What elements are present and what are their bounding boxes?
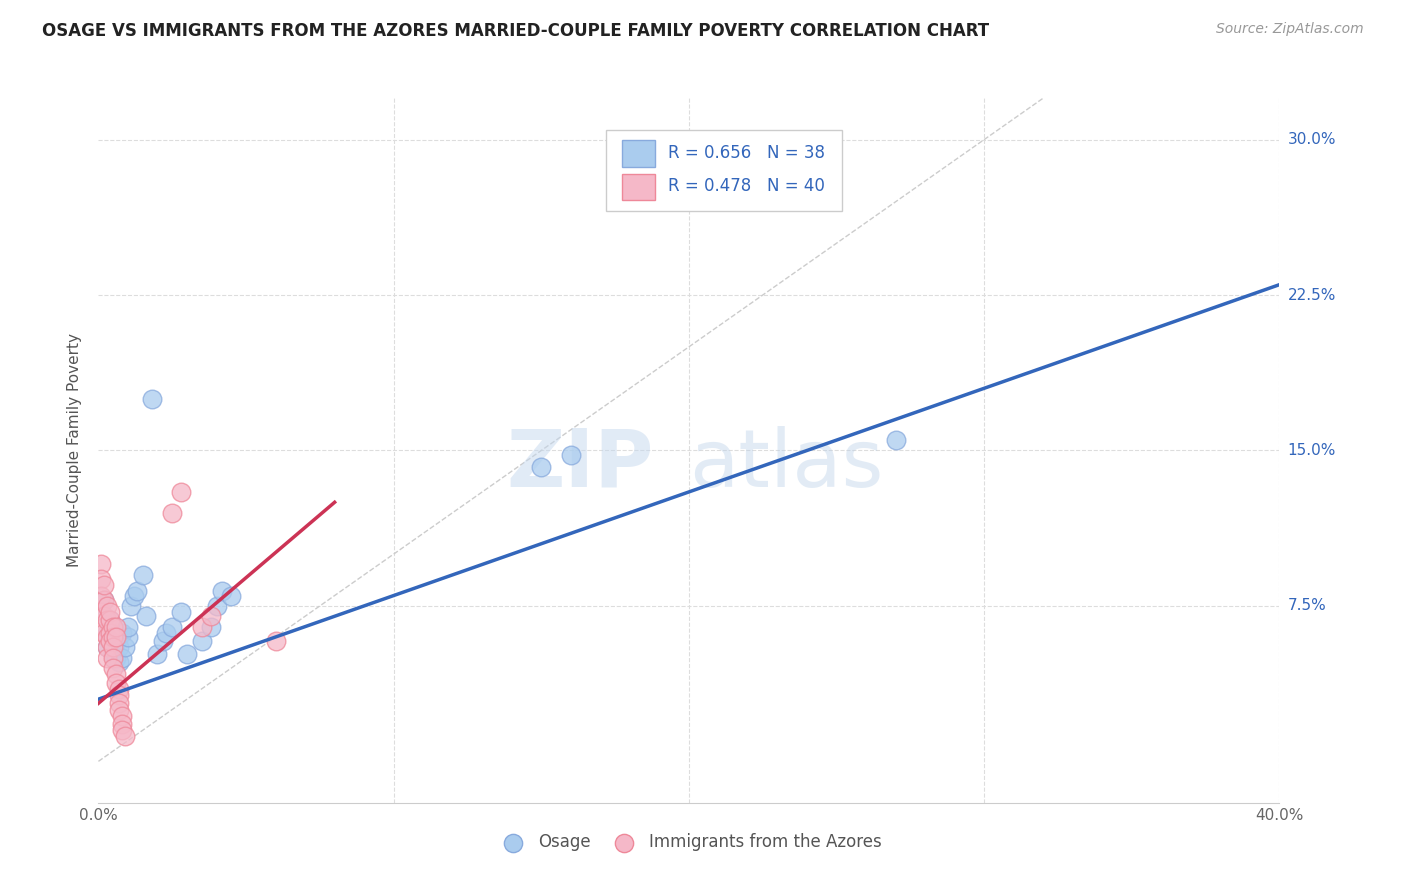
Point [90, 572, 112, 586]
Point [200, 609, 222, 624]
FancyBboxPatch shape [621, 140, 655, 167]
Point [105, 636, 128, 650]
Point [111, 723, 134, 738]
Point [162, 619, 183, 633]
Point [103, 619, 125, 633]
Text: 30.0%: 30.0% [1288, 132, 1336, 147]
Point [111, 708, 134, 723]
Point [93, 619, 115, 633]
Point [111, 717, 134, 731]
Point [155, 625, 177, 640]
Point [111, 625, 134, 640]
Point [90, 589, 112, 603]
Point [530, 460, 553, 475]
Point [108, 655, 131, 669]
Point [108, 696, 131, 710]
Point [117, 619, 139, 633]
Text: R = 0.478   N = 40: R = 0.478 N = 40 [668, 178, 824, 195]
Point [96, 614, 118, 628]
Point [96, 625, 118, 640]
Point [114, 730, 136, 744]
Point [170, 605, 193, 619]
Text: ZIP: ZIP [506, 425, 654, 504]
Point [93, 592, 115, 607]
Point [205, 599, 228, 613]
Text: 15.0%: 15.0% [1288, 443, 1336, 458]
Point [105, 675, 128, 690]
Point [108, 702, 131, 716]
Point [114, 640, 136, 655]
Point [125, 584, 148, 599]
Point [103, 640, 125, 655]
Point [103, 661, 125, 675]
Point [103, 619, 125, 633]
Point [103, 630, 125, 644]
Text: Source: ZipAtlas.com: Source: ZipAtlas.com [1216, 22, 1364, 37]
Text: 22.5%: 22.5% [1288, 287, 1336, 302]
FancyBboxPatch shape [606, 130, 842, 211]
Point [170, 484, 193, 499]
Point [93, 592, 115, 607]
Point [560, 448, 582, 462]
Point [221, 589, 243, 603]
Legend: Osage, Immigrants from the Azores: Osage, Immigrants from the Azores [489, 827, 889, 858]
Point [96, 650, 118, 665]
Point [211, 584, 233, 599]
Point [93, 578, 115, 592]
Point [884, 433, 907, 447]
Point [111, 650, 134, 665]
Point [105, 619, 128, 633]
Text: R = 0.656   N = 38: R = 0.656 N = 38 [668, 145, 825, 162]
Y-axis label: Married-Couple Family Poverty: Married-Couple Family Poverty [67, 334, 83, 567]
Point [98, 630, 121, 644]
Point [152, 634, 174, 648]
Point [90, 605, 112, 619]
Point [122, 589, 145, 603]
Point [105, 630, 128, 644]
Point [98, 605, 121, 619]
Point [96, 640, 118, 655]
Text: 7.5%: 7.5% [1288, 599, 1326, 614]
Point [141, 392, 163, 406]
Point [96, 640, 118, 655]
Point [98, 634, 121, 648]
Point [93, 609, 115, 624]
Point [191, 634, 214, 648]
Point [98, 625, 121, 640]
Point [132, 567, 155, 582]
Point [108, 640, 131, 655]
Point [98, 614, 121, 628]
Point [176, 647, 198, 661]
Point [105, 650, 128, 665]
Point [93, 625, 115, 640]
Point [96, 599, 118, 613]
Point [90, 605, 112, 619]
Point [90, 558, 112, 572]
Point [103, 650, 125, 665]
Point [191, 619, 214, 633]
Point [103, 647, 125, 661]
Point [162, 506, 183, 520]
Text: OSAGE VS IMMIGRANTS FROM THE AZORES MARRIED-COUPLE FAMILY POVERTY CORRELATION CH: OSAGE VS IMMIGRANTS FROM THE AZORES MARR… [42, 22, 990, 40]
Point [96, 630, 118, 644]
Point [103, 634, 125, 648]
Point [117, 630, 139, 644]
Point [120, 599, 142, 613]
Point [264, 634, 287, 648]
Point [146, 647, 169, 661]
Point [108, 688, 131, 702]
Point [135, 609, 157, 624]
Point [108, 681, 131, 696]
Point [200, 619, 222, 633]
Point [98, 614, 121, 628]
Point [105, 667, 128, 681]
Text: atlas: atlas [689, 425, 883, 504]
FancyBboxPatch shape [621, 174, 655, 201]
